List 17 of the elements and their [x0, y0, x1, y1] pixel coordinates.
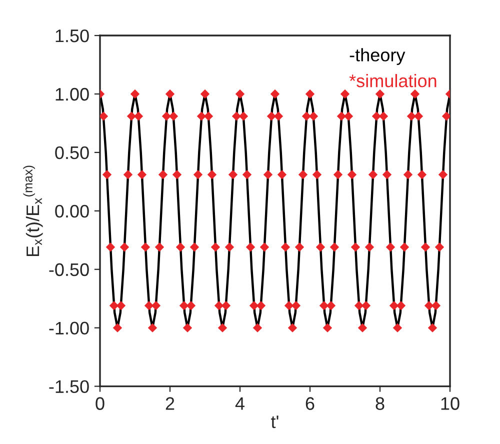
x-tick-label: 2: [166, 397, 174, 410]
y-tick-label: -1.00: [49, 322, 89, 335]
x-tick-label: 6: [306, 397, 314, 410]
series-label: -theory: [350, 48, 406, 65]
y-tick-label: 0.50: [55, 146, 89, 160]
y-tick-label: -1.50: [49, 380, 89, 393]
series-label: *simulation: [349, 74, 436, 88]
x-tick-label: 10: [441, 397, 460, 410]
y-tick-label: -0.50: [49, 263, 89, 276]
x-tick-label: 8: [376, 397, 384, 410]
x-axis-title: t': [271, 416, 278, 428]
y-axis-title: E$_{x}$(t)/E$_{x}$$^{(max)}$: [23, 166, 43, 256]
x-tick-label: 4: [235, 397, 244, 410]
y-tick-label: 1.50: [56, 29, 89, 42]
x-tick-label: 0: [96, 397, 104, 410]
y-tick-label: 0.00: [55, 204, 89, 218]
y-tick-label: 1.00: [56, 88, 89, 101]
